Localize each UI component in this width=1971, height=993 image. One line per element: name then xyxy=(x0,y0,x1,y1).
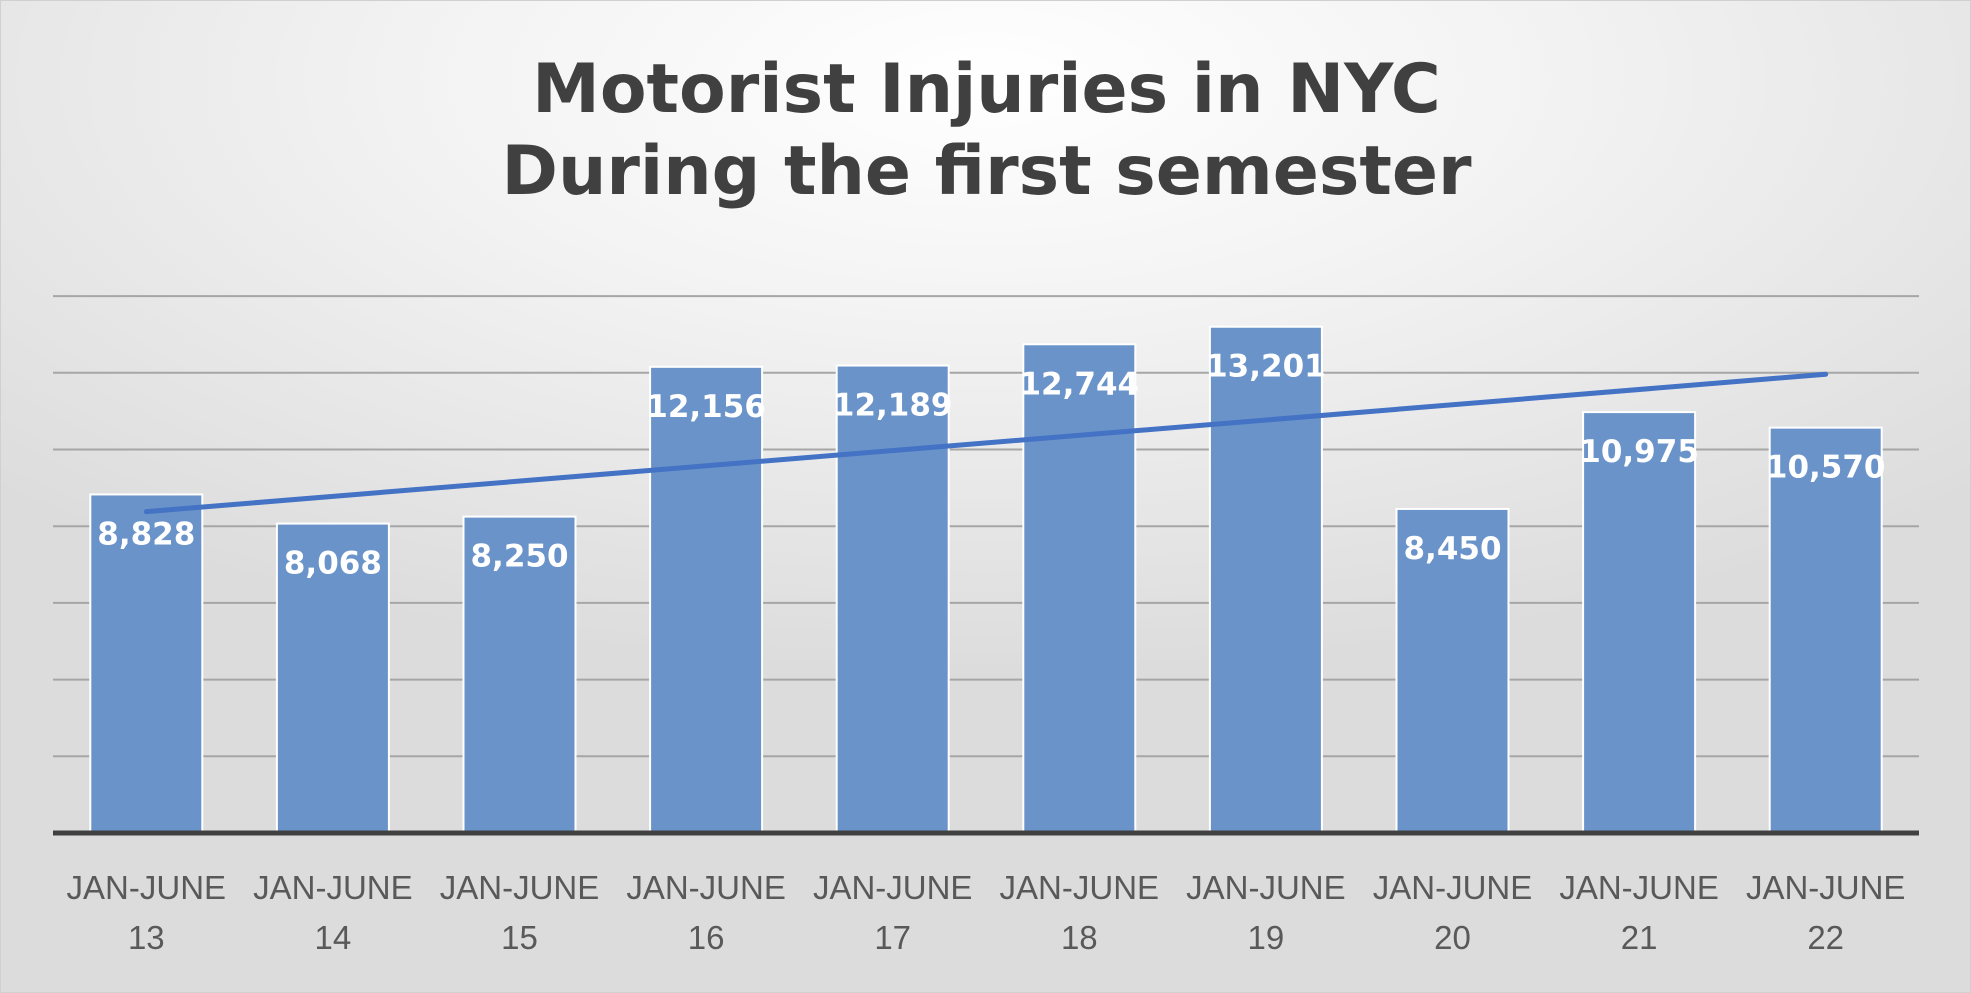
chart-title: Motorist Injuries in NYC During the firs… xyxy=(1,49,1970,213)
data-label-19: 13,201 xyxy=(1206,349,1326,385)
bar-JAN-JUNE-16 xyxy=(649,365,764,834)
trendline xyxy=(143,371,1829,515)
x-tick-label-line: JAN-JUNE xyxy=(1559,869,1719,906)
data-label-22: 10,570 xyxy=(1766,450,1886,486)
bars xyxy=(89,325,1883,835)
x-tick-label-line: 16 xyxy=(688,919,725,956)
data-label-15: 8,250 xyxy=(470,539,568,575)
data-label-21: 10,975 xyxy=(1579,434,1699,470)
x-tick-label-line: JAN-JUNE xyxy=(1373,869,1533,906)
bar-JAN-JUNE-14 xyxy=(275,522,390,835)
x-tick-label-15: JAN-JUNE 15 xyxy=(440,869,600,956)
data-label-17: 12,189 xyxy=(833,388,953,424)
x-tick-label-line: JAN-JUNE xyxy=(1000,869,1160,906)
x-tick-label-line: JAN-JUNE xyxy=(67,869,227,906)
data-label-20: 8,450 xyxy=(1403,531,1501,567)
x-tick-labels: JAN-JUNE 13 JAN-JUNE 14 JAN-JUNE 15 JAN-JUNE 16… xyxy=(67,869,1906,956)
x-tick-label-line: JAN-JUNE xyxy=(626,869,786,906)
x-tick-label-line: JAN-JUNE xyxy=(253,869,413,906)
data-labels: 8,828 8,068 8,250 12,156 12,189 12,744 13,201 8… xyxy=(97,349,1885,582)
bar-JAN-JUNE-17 xyxy=(835,364,950,834)
bar-JAN-JUNE-20 xyxy=(1395,507,1510,834)
x-tick-label-line: 21 xyxy=(1621,919,1658,956)
x-tick-label-line: 22 xyxy=(1807,919,1844,956)
x-tick-label-line: 15 xyxy=(501,919,538,956)
bar-JAN-JUNE-15 xyxy=(462,515,577,834)
bar-JAN-JUNE-21 xyxy=(1582,411,1697,834)
trendline-layer xyxy=(143,371,1829,515)
x-tick-label-line: JAN-JUNE xyxy=(1746,869,1906,906)
x-tick-label-line: JAN-JUNE xyxy=(813,869,973,906)
x-tick-label-line: 18 xyxy=(1061,919,1098,956)
x-tick-label-21: JAN-JUNE 21 xyxy=(1559,869,1719,956)
x-tick-label-19: JAN-JUNE 19 xyxy=(1186,869,1346,956)
x-tick-label-14: JAN-JUNE 14 xyxy=(253,869,413,956)
bar-JAN-JUNE-18 xyxy=(1022,343,1137,834)
data-label-13: 8,828 xyxy=(97,516,195,552)
data-label-18: 12,744 xyxy=(1019,366,1139,402)
x-tick-label-line: 14 xyxy=(315,919,352,956)
x-tick-label-line: 17 xyxy=(874,919,911,956)
bar-JAN-JUNE-19 xyxy=(1208,325,1323,834)
x-tick-label-line: 19 xyxy=(1248,919,1285,956)
x-tick-label-20: JAN-JUNE 20 xyxy=(1373,869,1533,956)
x-tick-label-22: JAN-JUNE 22 xyxy=(1746,869,1906,956)
x-tick-label-line: JAN-JUNE xyxy=(1186,869,1346,906)
chart-title-line-2: During the first semester xyxy=(501,132,1472,211)
x-tick-label-16: JAN-JUNE 16 xyxy=(626,869,786,956)
bar-JAN-JUNE-22 xyxy=(1768,426,1883,834)
data-label-16: 12,156 xyxy=(646,389,766,425)
data-label-14: 8,068 xyxy=(284,546,382,582)
x-tick-label-line: 20 xyxy=(1434,919,1471,956)
x-tick-label-13: JAN-JUNE 13 xyxy=(67,869,227,956)
x-tick-label-line: JAN-JUNE xyxy=(440,869,600,906)
bar-JAN-JUNE-13 xyxy=(89,493,204,834)
chart-title-line-1: Motorist Injuries in NYC xyxy=(532,50,1441,129)
x-tick-label-18: JAN-JUNE 18 xyxy=(1000,869,1160,956)
x-tick-label-17: JAN-JUNE 17 xyxy=(813,869,973,956)
x-tick-label-line: 13 xyxy=(128,919,165,956)
